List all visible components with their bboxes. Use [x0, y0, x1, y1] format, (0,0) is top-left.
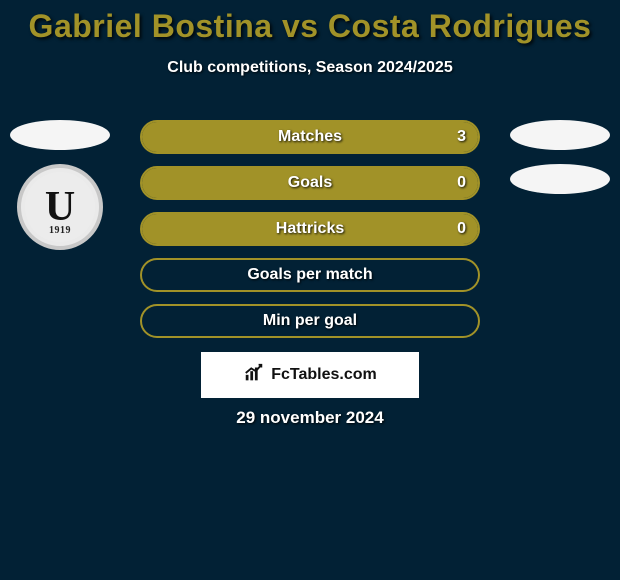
- watermark: FcTables.com: [201, 352, 419, 398]
- stat-label: Matches: [278, 128, 342, 146]
- player-left-panel: U 1919: [0, 120, 120, 250]
- stat-row: Min per goal: [140, 304, 480, 338]
- flag-right-2: [510, 164, 610, 194]
- stat-label: Goals per match: [247, 266, 372, 284]
- watermark-text: FcTables.com: [271, 366, 377, 384]
- club-crest-left: U 1919: [17, 164, 103, 250]
- stats-rows: Matches 3 Goals 0 Hattricks 0 Goals per match M…: [140, 120, 480, 350]
- club-crest-year: 1919: [49, 225, 71, 236]
- stat-row: Hattricks 0: [140, 212, 480, 246]
- stat-row: Goals per match: [140, 258, 480, 292]
- stat-value-right: 0: [457, 174, 466, 192]
- flag-right-1: [510, 120, 610, 150]
- flag-left: [10, 120, 110, 150]
- stat-row: Matches 3: [140, 120, 480, 154]
- chart-icon: [243, 362, 265, 389]
- date-text: 29 november 2024: [0, 408, 620, 428]
- subtitle: Club competitions, Season 2024/2025: [0, 59, 620, 77]
- stat-label: Min per goal: [263, 312, 357, 330]
- stat-row: Goals 0: [140, 166, 480, 200]
- stat-label: Goals: [288, 174, 332, 192]
- club-crest-letter: U: [45, 183, 75, 231]
- stat-value-right: 0: [457, 220, 466, 238]
- page-title: Gabriel Bostina vs Costa Rodrigues: [0, 0, 620, 45]
- stat-label: Hattricks: [276, 220, 344, 238]
- stat-value-right: 3: [457, 128, 466, 146]
- player-right-panel: [500, 120, 620, 208]
